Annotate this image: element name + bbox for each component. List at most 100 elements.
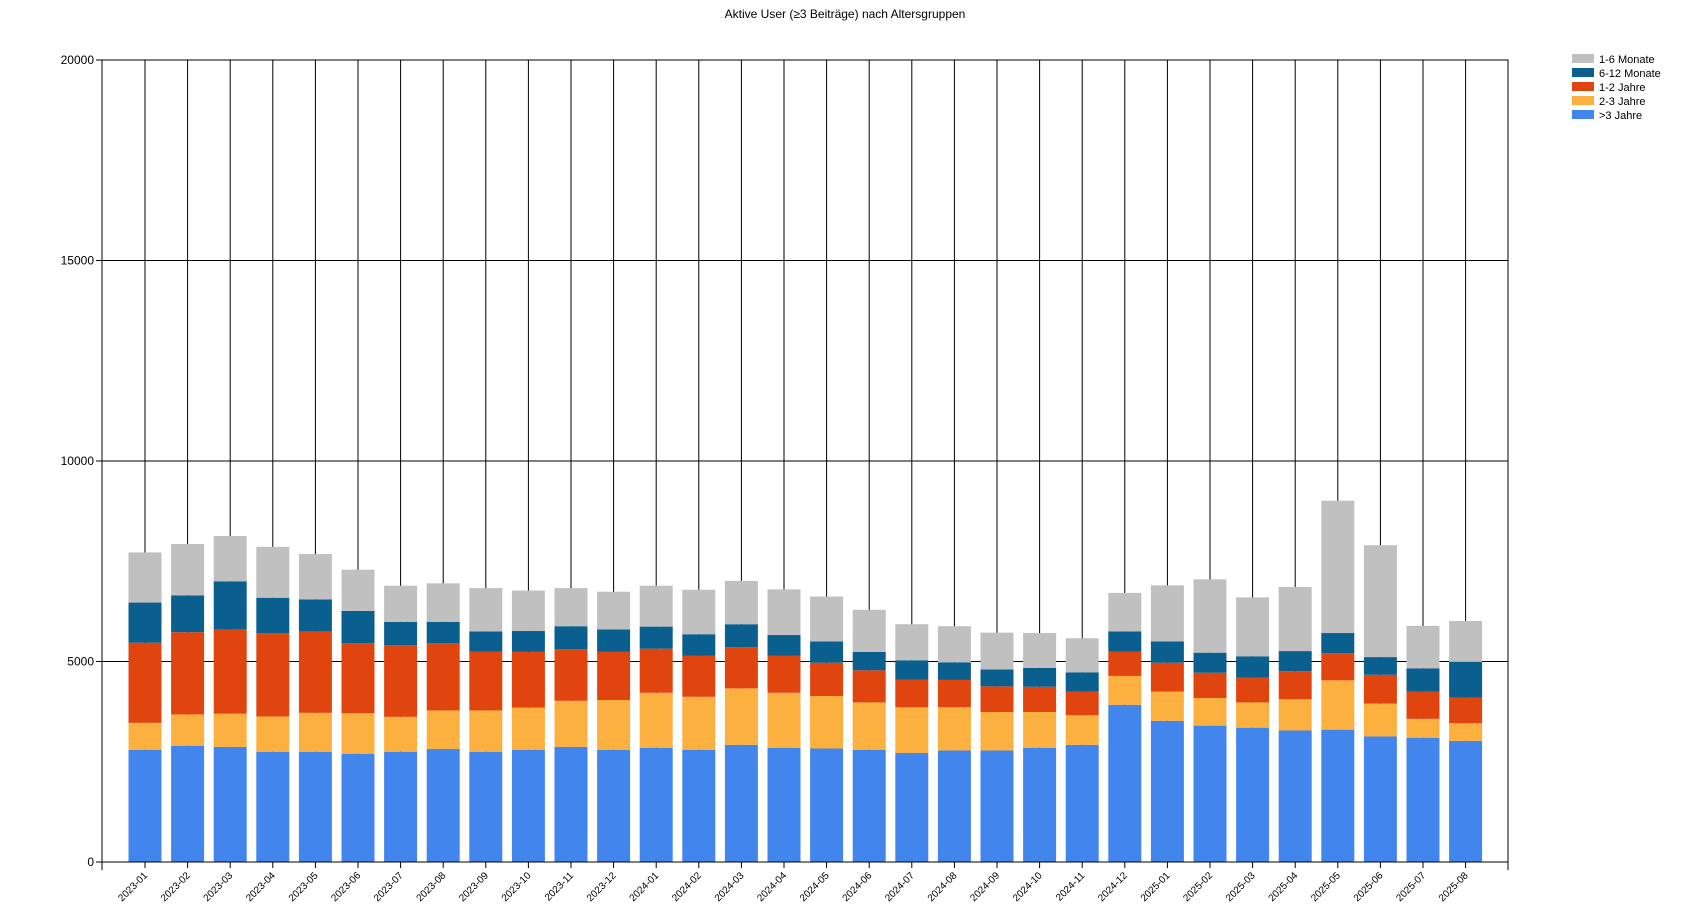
bar-segment [895,679,929,708]
bar-segment [1193,725,1227,862]
chart-title: Aktive User (≥3 Beiträge) nach Altersgru… [725,7,966,21]
legend-swatch [1572,96,1594,105]
x-tick-label: 2023-01 [116,870,150,904]
y-tick-label: 15000 [61,254,95,268]
x-tick-label: 2024-02 [670,870,704,904]
bar-segment [213,746,247,862]
bar-segment [1278,699,1312,731]
bar-segment [1065,744,1099,862]
bar-segment [937,662,971,680]
bar-segment [937,750,971,862]
bar-segment [724,647,758,689]
bar-segment [1236,677,1270,703]
x-tick-label: 2024-09 [968,870,1002,904]
bar-segment [1449,661,1483,698]
bar-segment [511,590,545,632]
bar-segment [639,648,673,693]
bar-segment [128,722,162,750]
legend-label: 1-6 Monate [1599,54,1655,66]
bar-segment [1449,697,1483,724]
bar-segment [1065,672,1099,692]
bar-segment [469,588,503,632]
bar-segment [469,751,503,862]
bar-segment [1321,500,1355,634]
bar-segment [937,707,971,751]
bar-segment [1150,720,1184,862]
bar-segment [1193,579,1227,653]
bar-segment [1278,730,1312,862]
bar-segment [1023,712,1057,748]
bar-segment [852,670,886,703]
bar-segment [256,716,290,752]
bar-segment [1108,675,1142,705]
x-tick-label: 2025-02 [1181,870,1215,904]
bar-segment [554,700,588,747]
bar-segment [767,655,801,693]
bar-segment [341,569,375,611]
bar-segment [1236,727,1270,862]
bar-segment [1363,736,1397,862]
bar-segment [980,632,1014,670]
bar-segment [1065,715,1099,745]
bar-segment [980,686,1014,713]
bar-segment [1065,691,1099,716]
x-tick-label: 2024-01 [628,870,662,904]
bar-segment [682,655,716,697]
bar-segment [767,692,801,748]
bar-segment [171,544,205,596]
bar-segment [1406,691,1440,719]
x-tick-label: 2025-03 [1224,870,1258,904]
bar-segment [213,629,247,714]
bar-segment [384,716,418,752]
bar-segment [1065,638,1099,673]
bar-segment [810,748,844,862]
bar-segment [426,748,460,862]
bar-segment [852,702,886,750]
bar-segment [724,580,758,625]
bar-segment [341,753,375,862]
bar-segment [341,610,375,644]
bar-segment [1108,651,1142,676]
bar-segment [128,552,162,603]
bar-segment [1321,633,1355,654]
bar-segment [384,585,418,622]
bar-segment [1278,586,1312,652]
bar-segment [384,751,418,862]
bar-segment [384,621,418,646]
y-tick-label: 10000 [61,454,95,468]
bar-segment [341,643,375,714]
x-tick-label: 2025-06 [1352,870,1386,904]
bar-segment [1278,671,1312,700]
bar-segment [1449,740,1483,862]
x-tick-label: 2024-06 [841,870,875,904]
bar-segment [1193,652,1227,673]
bar-segment [384,645,418,717]
bar-segment [426,710,460,749]
legend-swatch [1572,82,1594,91]
bar-segment [469,710,503,752]
bar-segment [980,669,1014,687]
legend-swatch [1572,110,1594,119]
x-tick-label: 2024-12 [1096,870,1130,904]
legend-label: 2-3 Jahre [1599,96,1645,108]
bar-segment [1236,656,1270,678]
bar-segment [1321,729,1355,862]
bar-segment [298,599,332,632]
bar-segment [1363,674,1397,704]
bar-segment [554,588,588,627]
bar-segment [597,699,631,750]
bar-segment [1236,702,1270,728]
bar-segment [171,632,205,715]
bar-segment [1150,662,1184,692]
bar-segment [682,589,716,635]
bar-segment [1321,680,1355,730]
x-tick-label: 2023-03 [202,870,236,904]
x-tick-label: 2023-06 [329,870,363,904]
bar-segment [724,624,758,648]
bar-segment [1449,723,1483,741]
bar-segment [980,750,1014,862]
x-tick-label: 2023-07 [372,870,406,904]
x-tick-label: 2023-04 [244,870,278,904]
x-tick-label: 2023-10 [500,870,534,904]
bar-segment [1406,668,1440,692]
